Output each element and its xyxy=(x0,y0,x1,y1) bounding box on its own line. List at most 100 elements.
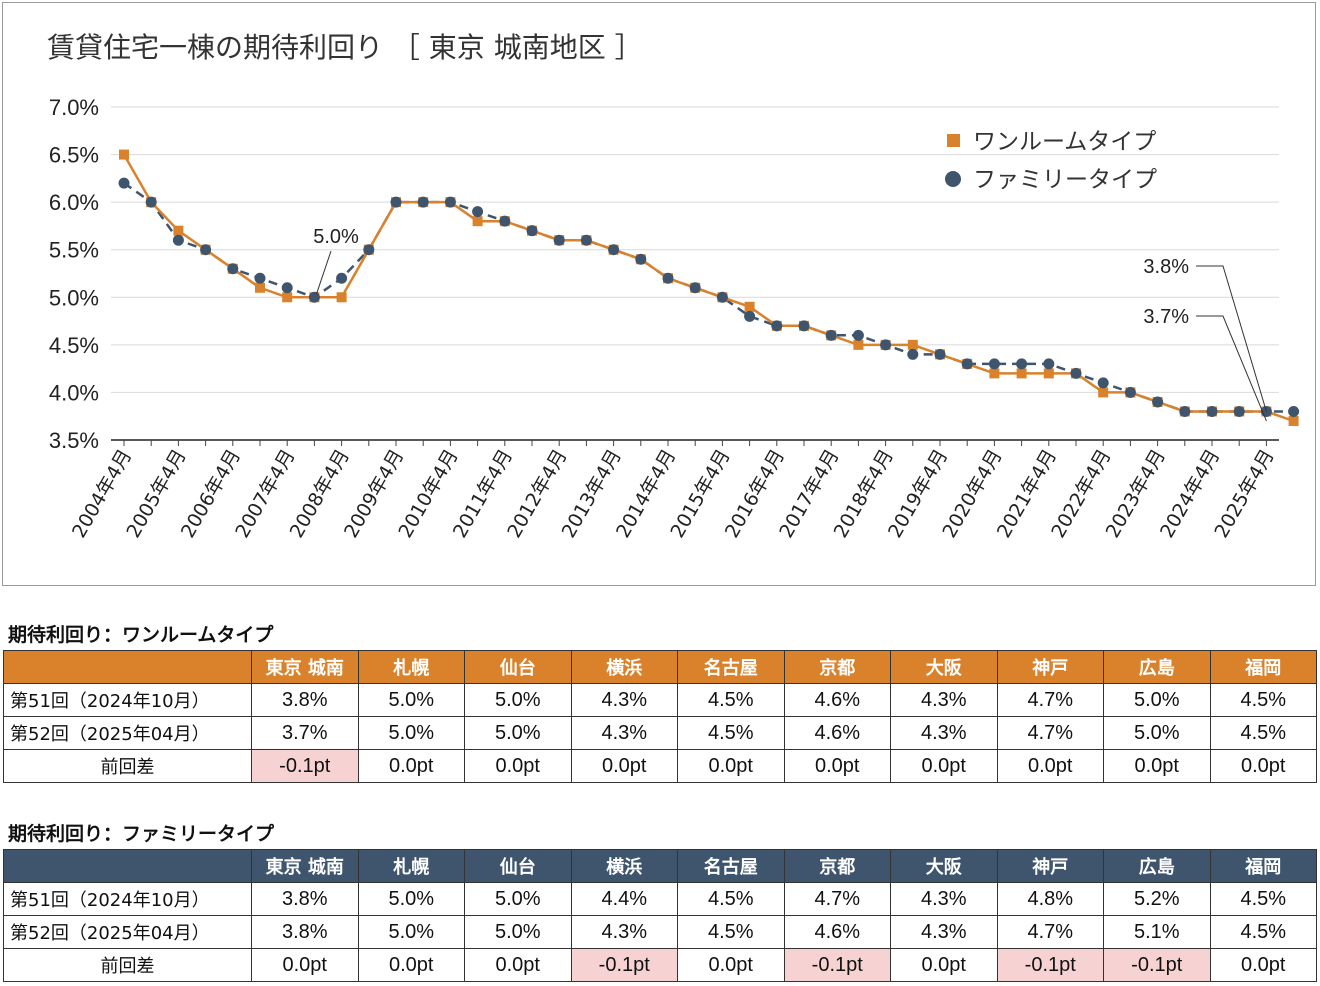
yield-cell: 4.7% xyxy=(996,683,1104,717)
diff-cell: 0.0pt xyxy=(677,749,785,783)
family-point xyxy=(145,196,157,208)
yield-cell: 5.0% xyxy=(1103,683,1211,717)
family-point xyxy=(363,244,375,256)
diff-cell: 0.0pt xyxy=(357,948,465,982)
family-point xyxy=(907,348,919,360)
column-header: 神戸 xyxy=(996,650,1104,684)
yield-cell: 4.6% xyxy=(783,683,891,717)
column-header: 大阪 xyxy=(890,849,998,883)
one-room-table-title: 期待利回り：ワンルームタイプ xyxy=(8,624,274,646)
one-room-point xyxy=(1043,368,1054,379)
one-room-point xyxy=(1288,415,1299,426)
yield-cell: 4.7% xyxy=(783,882,891,916)
family-point xyxy=(608,244,620,256)
yield-cell: 4.5% xyxy=(677,882,785,916)
y-tick-label: 4.5% xyxy=(49,333,99,358)
family-point xyxy=(118,177,130,189)
diff-cell: 0.0pt xyxy=(251,948,359,982)
table-row: 第51回（2024年10月） 3.8% 5.0% 5.0% 4.4% 4.5% 4.7% 4.… xyxy=(3,882,1317,916)
yield-cell: 4.3% xyxy=(570,915,678,949)
header-corner xyxy=(3,650,252,684)
column-header: 札幌 xyxy=(357,849,465,883)
yield-cell: 4.5% xyxy=(677,683,785,717)
yield-cell: 4.3% xyxy=(890,716,998,750)
diff-cell: 0.0pt xyxy=(890,749,998,783)
yield-cell: 4.5% xyxy=(1209,915,1317,949)
diff-label: 前回差 xyxy=(3,948,252,982)
family-yield-table: 東京 城南 札幌 仙台 横浜 名古屋 京都 大阪 神戸 広島 福岡 第51回（2024年10月） 3.… xyxy=(3,849,1317,982)
yield-cell: 3.8% xyxy=(251,882,359,916)
one-room-point xyxy=(282,292,293,303)
yield-cell: 4.5% xyxy=(1209,683,1317,717)
annotation-leader xyxy=(1196,315,1267,422)
yield-cell: 3.7% xyxy=(251,716,359,750)
yield-cell: 4.5% xyxy=(677,915,785,949)
one-room-point xyxy=(119,149,129,160)
column-header: 横浜 xyxy=(570,650,678,684)
family-point xyxy=(825,329,837,341)
yield-cell: 4.6% xyxy=(783,915,891,949)
yield-cell: 5.0% xyxy=(464,882,572,916)
family-point xyxy=(934,348,946,360)
family-point xyxy=(662,272,674,284)
family-point xyxy=(635,253,647,265)
diff-cell: 0.0pt xyxy=(1209,948,1317,982)
table-header-row: 東京 城南 札幌 仙台 横浜 名古屋 京都 大阪 神戸 広島 福岡 xyxy=(3,849,1317,883)
one-room-point xyxy=(255,282,265,293)
family-point xyxy=(1233,405,1245,417)
one-room-point xyxy=(853,339,864,350)
family-point xyxy=(1179,405,1191,417)
chart-title: 賃貸住宅一棟の期待利回り ［ 東京 城南地区 ］ xyxy=(47,31,643,64)
diff-cell: -0.1pt xyxy=(1103,948,1211,982)
family-point xyxy=(472,206,484,218)
annotation-leader xyxy=(1196,265,1267,412)
family-point xyxy=(417,196,429,208)
column-header: 神戸 xyxy=(996,849,1104,883)
family-point xyxy=(336,272,348,284)
diff-cell: 0.0pt xyxy=(357,749,465,783)
family-point xyxy=(281,282,293,294)
family-point xyxy=(1043,358,1055,370)
diff-cell: 0.0pt xyxy=(996,749,1104,783)
y-tick-label: 5.0% xyxy=(49,285,99,310)
yield-cell: 4.5% xyxy=(677,716,785,750)
yield-cell: 4.8% xyxy=(996,882,1104,916)
yield-cell: 4.6% xyxy=(783,716,891,750)
one-room-point xyxy=(1098,387,1109,398)
yield-cell: 4.4% xyxy=(570,882,678,916)
column-header: 東京 城南 xyxy=(251,849,359,883)
diff-cell: 0.0pt xyxy=(783,749,891,783)
family-point xyxy=(880,339,892,351)
column-header: 仙台 xyxy=(464,650,572,684)
yield-cell: 5.0% xyxy=(357,716,465,750)
yield-cell: 4.7% xyxy=(996,716,1104,750)
family-point xyxy=(200,244,212,256)
y-tick-label: 6.5% xyxy=(49,143,99,168)
diff-cell: 0.0pt xyxy=(1209,749,1317,783)
family-point xyxy=(1124,386,1136,398)
family-point xyxy=(390,196,402,208)
column-header: 東京 城南 xyxy=(251,650,359,684)
yield-cell: 5.2% xyxy=(1103,882,1211,916)
family-point xyxy=(526,225,538,237)
family-point xyxy=(689,282,701,294)
family-point xyxy=(553,234,565,246)
yield-cell: 5.0% xyxy=(357,683,465,717)
one-room-point xyxy=(989,368,1000,379)
diff-cell: -0.1pt xyxy=(251,749,359,783)
table-row: 第52回（2025年04月） 3.8% 5.0% 5.0% 4.3% 4.5% 4.6% 4.… xyxy=(3,915,1317,949)
family-point xyxy=(852,329,864,341)
family-point xyxy=(1152,396,1164,408)
yield-cell: 4.3% xyxy=(890,915,998,949)
family-point xyxy=(1016,358,1028,370)
annotation-leader xyxy=(315,250,332,295)
row-label: 第52回（2025年04月） xyxy=(3,915,252,949)
yield-cell: 4.5% xyxy=(1209,716,1317,750)
annotation-label: 3.7% xyxy=(1143,306,1189,328)
family-point xyxy=(771,320,783,332)
diff-cell: 0.0pt xyxy=(1103,749,1211,783)
column-header: 広島 xyxy=(1103,650,1211,684)
diff-cell: -0.1pt xyxy=(996,948,1104,982)
y-tick-label: 6.0% xyxy=(49,190,99,215)
legend-one-room-label: ワンルームタイプ xyxy=(973,129,1156,155)
